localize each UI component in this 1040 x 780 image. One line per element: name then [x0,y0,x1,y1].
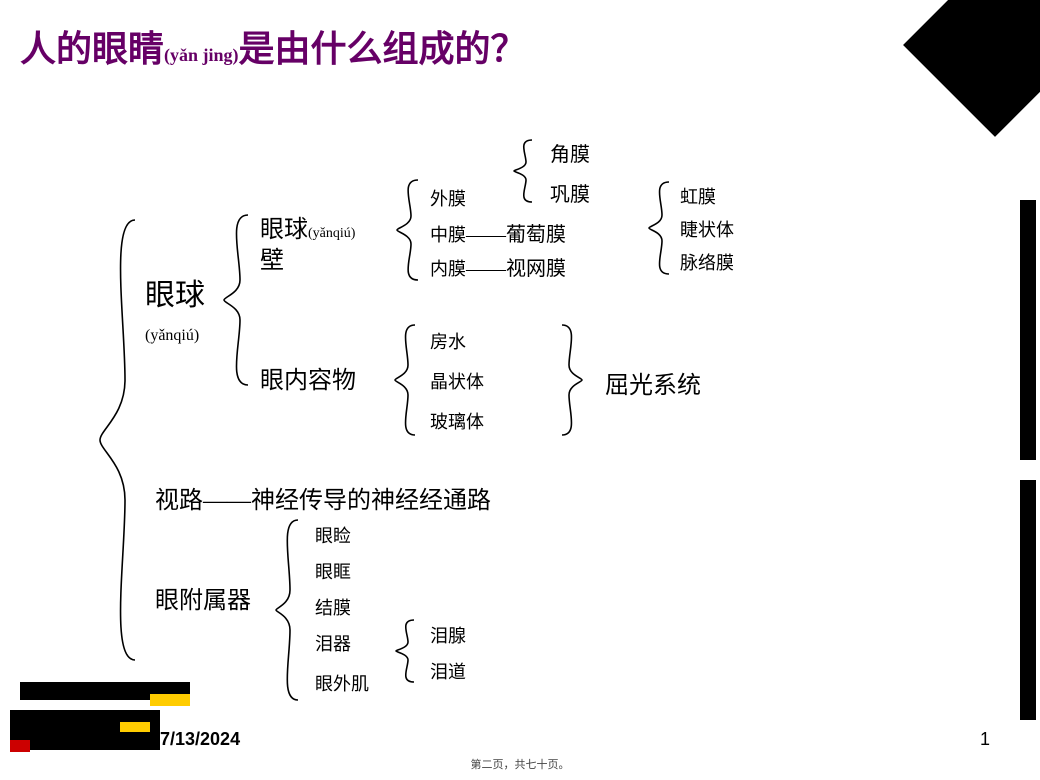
root-brace [95,220,145,660]
wall-node: 眼球(yǎnqiú) 壁 [260,215,355,277]
footer-date: 7/13/2024 [160,729,240,750]
wall-middle-post: 葡萄膜 [506,224,566,246]
wall-inner-dash: —— [466,258,506,280]
adnexa-brace [270,520,306,700]
edge-decoration [1016,200,1040,720]
wall-label2: 壁 [260,248,284,274]
wall-label: 眼球 [260,217,308,243]
title-pre: 人的眼睛 [20,20,164,72]
root-node: 眼球 (yǎnqiú) [145,270,205,348]
adnexa-item-4: 泪器 [315,630,351,656]
adnexa-node: 眼附属器 [155,580,251,615]
middle-item-3: 脉络膜 [680,249,734,275]
lacrimal-item-1: 泪腺 [430,622,466,648]
root-sublabel: (yǎnqiú) [145,327,199,344]
wall-outer: 外膜 [430,185,466,211]
wall-inner-pre: 内膜 [430,259,466,279]
refraction-brace [555,325,587,435]
wall-middle-pre: 中膜 [430,225,466,245]
middle-item-1: 虹膜 [680,183,716,209]
wall-layers-brace [392,180,426,280]
adnexa-item-5: 眼外肌 [315,670,369,696]
wall-inner-row: 内膜——视网膜 [430,252,566,281]
root-label: 眼球 [145,279,205,312]
lacrimal-brace [392,620,420,682]
footer-page: 1 [980,729,990,750]
wall-pinyin: (yǎnqiú) [308,226,355,241]
contents-item-1: 房水 [430,328,466,354]
pathway-row: 视路——神经传导的神经经通路 [155,480,491,515]
contents-node: 眼内容物 [260,360,356,395]
adnexa-item-1: 眼睑 [315,522,351,548]
eyeball-brace [218,215,258,385]
adnexa-item-2: 眼眶 [315,558,351,584]
title-post: 是由什么组成的？ [239,20,527,72]
contents-item-2: 晶状体 [430,368,484,394]
refraction-node: 屈光系统 [605,365,701,400]
middle-item-2: 睫状体 [680,216,734,242]
outer-item-2: 巩膜 [550,178,590,207]
adnexa-item-3: 结膜 [315,594,351,620]
corner-decoration [903,0,1040,137]
pathway-dash: —— [203,488,251,514]
wall-middle-dash: —— [466,224,506,246]
lacrimal-item-2: 泪道 [430,658,466,684]
outer-item-1: 角膜 [550,138,590,167]
pathway-post: 神经传导的神经经通路 [251,488,491,514]
wall-middle-row: 中膜——葡萄膜 [430,218,566,247]
footer-center: 第二页，共七十页。 [471,756,570,772]
contents-brace [390,325,422,435]
contents-item-3: 玻璃体 [430,408,484,434]
pathway-pre: 视路 [155,488,203,514]
page-title: 人的眼睛 (yǎn jing) 是由什么组成的？ [20,20,527,72]
middle-brace [645,182,675,274]
outer-brace [510,140,538,202]
wall-inner-post: 视网膜 [506,258,566,280]
title-pinyin: (yǎn jing) [164,45,239,66]
